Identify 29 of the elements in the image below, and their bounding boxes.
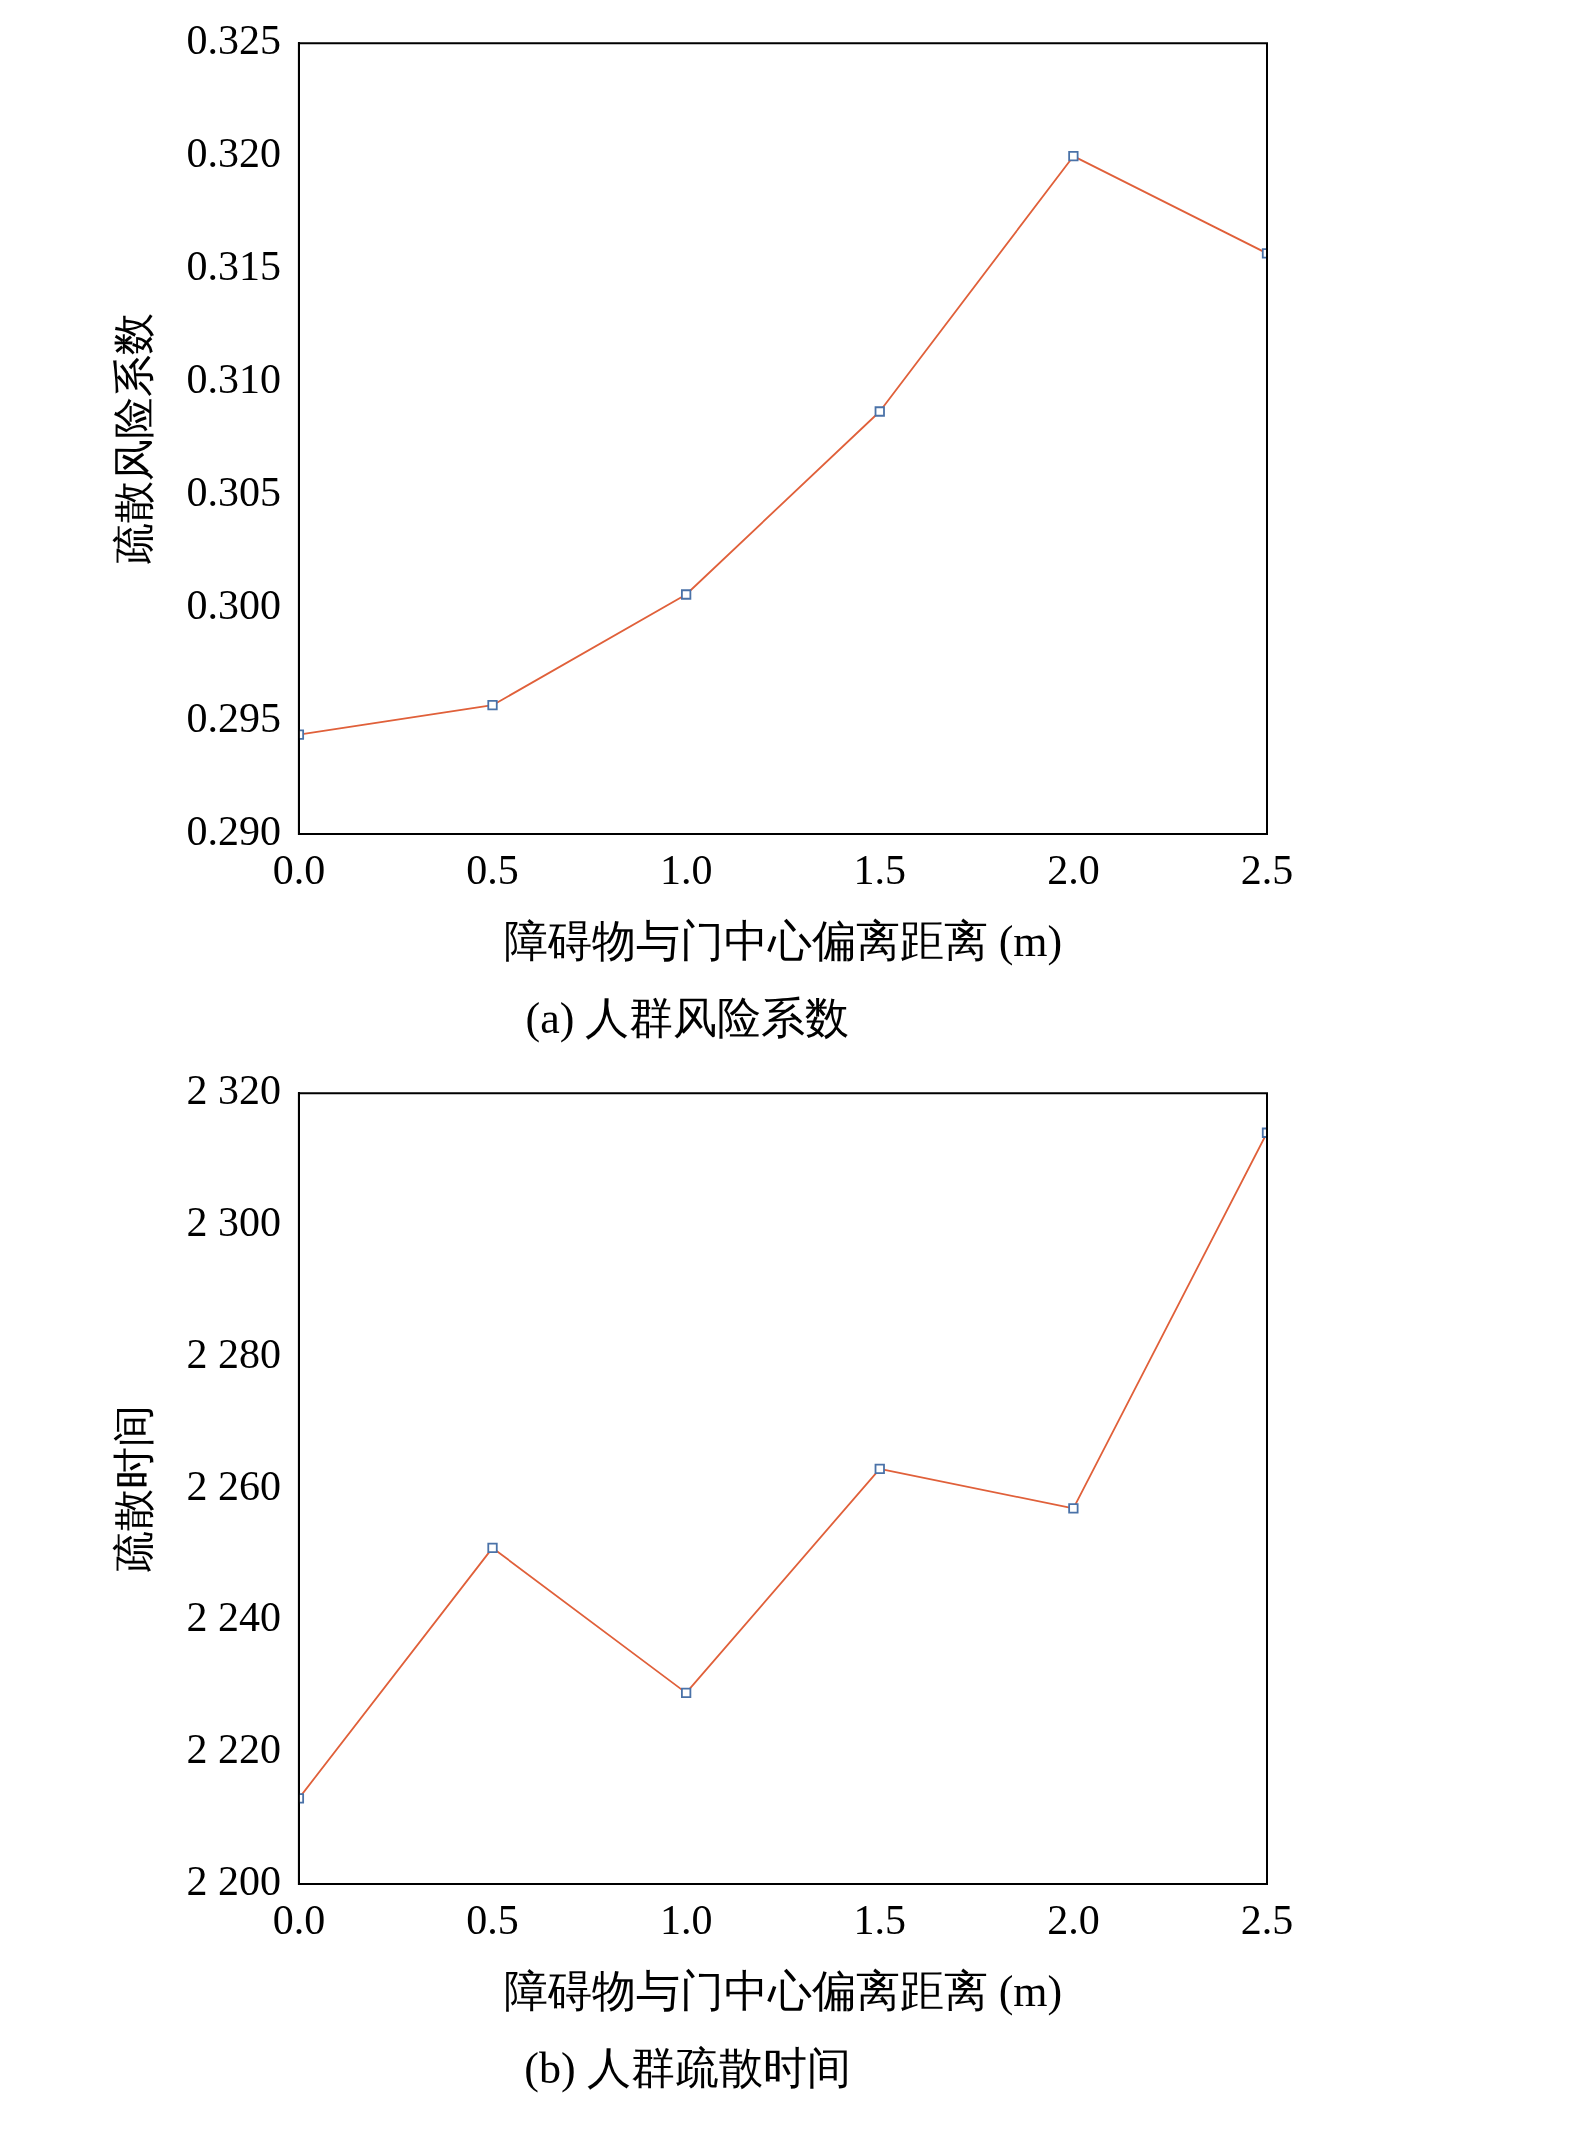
y-tick-label: 0.305 [186, 469, 281, 516]
y-tick-label: 0.300 [186, 582, 281, 629]
y-tick-label: 0.315 [186, 243, 281, 290]
y-tick-label: 0.295 [186, 695, 281, 742]
text: (b) 人群疏散时间 [524, 2044, 851, 2094]
y-tick-label: 0.325 [186, 17, 281, 64]
y-tick-label: 2 320 [186, 1067, 281, 1114]
x-tick-label: 0.5 [466, 1897, 519, 1944]
y-tick-label: 2 260 [186, 1462, 281, 1509]
y-tick-label: 2 280 [186, 1330, 281, 1377]
x-tick-label: 2.0 [1047, 1897, 1100, 1944]
x-tick-label: 1.0 [659, 847, 713, 894]
x-axis-title: 障碍物与门中心偏离距离 (m) [503, 1967, 1063, 2017]
x-tick-label: 2.0 [1047, 847, 1100, 894]
x-tick-label: 2.5 [1240, 847, 1294, 894]
y-tick-label: 2 220 [186, 1726, 281, 1773]
x-tick-label: 1.5 [853, 847, 907, 894]
y-tick-label: 0.320 [186, 130, 281, 177]
y-tick-label: 0.310 [186, 356, 281, 403]
x-tick-label: 2.5 [1240, 1897, 1294, 1944]
x-tick-label: 1.5 [853, 1897, 907, 1944]
y-axis-title: 疏散时间 [111, 1404, 158, 1573]
y-axis-title: 疏散风险系数 [111, 312, 158, 565]
x-tick-label: 1.0 [659, 1897, 713, 1944]
x-tick-label: 0.5 [466, 847, 519, 894]
text: (a) 人群风险系数 [525, 994, 850, 1044]
y-tick-label: 2 240 [186, 1594, 281, 1641]
x-axis-title: 障碍物与门中心偏离距离 (m) [503, 917, 1063, 967]
y-tick-label: 2 300 [186, 1199, 281, 1246]
